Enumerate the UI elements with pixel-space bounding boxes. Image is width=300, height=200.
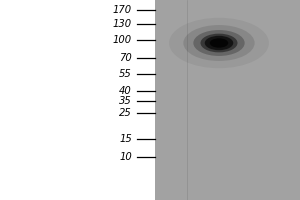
Text: 100: 100 (113, 35, 132, 45)
Text: 35: 35 (119, 96, 132, 106)
Ellipse shape (210, 38, 228, 48)
Text: 40: 40 (119, 86, 132, 96)
Ellipse shape (183, 25, 255, 61)
Text: 170: 170 (113, 5, 132, 15)
Bar (154, 0, 300, 200)
Text: 15: 15 (119, 134, 132, 144)
Ellipse shape (169, 18, 269, 68)
Text: 130: 130 (113, 19, 132, 29)
Text: 70: 70 (119, 53, 132, 63)
Text: 25: 25 (119, 108, 132, 118)
Ellipse shape (200, 34, 238, 52)
Bar (0, 0, 154, 200)
Ellipse shape (194, 30, 245, 56)
Text: 10: 10 (119, 152, 132, 162)
Text: 55: 55 (119, 69, 132, 79)
Ellipse shape (205, 36, 233, 50)
